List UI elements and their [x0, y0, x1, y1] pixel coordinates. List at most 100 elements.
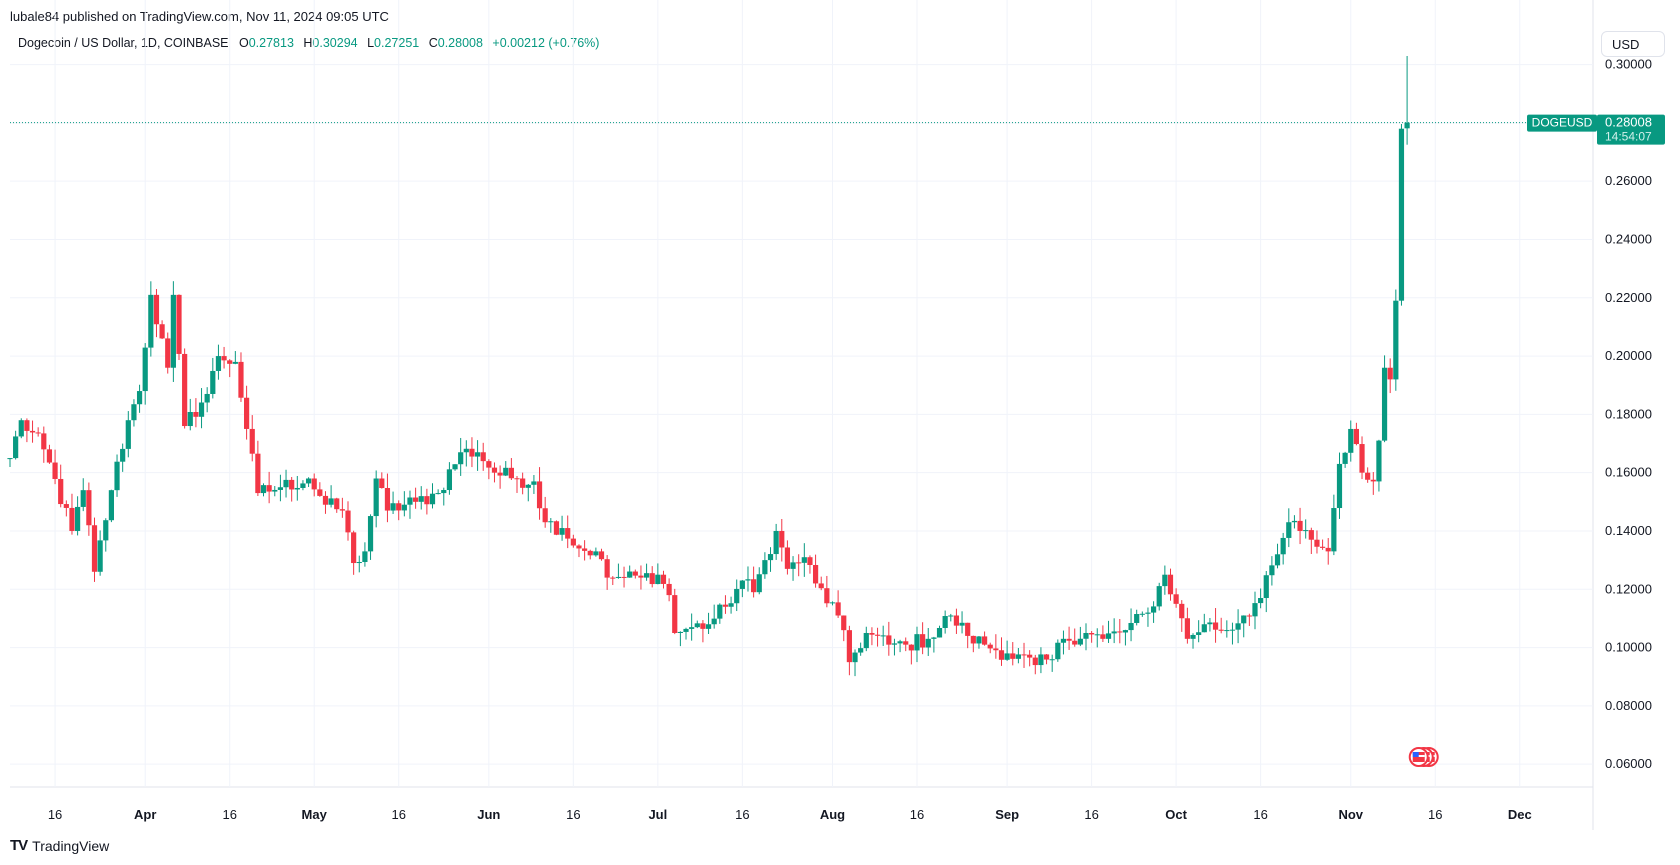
candle-body	[1049, 659, 1055, 661]
candle-body	[638, 575, 644, 578]
time-axis[interactable]: 16 Apr 16 May 16 Jun 16 Jul 16 Aug 16 Sep 16 Oct 16 Nov…	[48, 807, 1532, 822]
time-tick-label: Apr	[134, 807, 156, 822]
candle-body	[559, 528, 565, 535]
candle-body	[508, 467, 514, 479]
candle-body	[835, 602, 841, 616]
candle-body	[705, 624, 712, 629]
candle-body	[1398, 128, 1405, 301]
candle-body	[136, 391, 143, 405]
candle-body	[953, 615, 960, 626]
candle-body	[846, 630, 852, 663]
candle-body	[198, 402, 205, 417]
candle-body	[1258, 598, 1264, 604]
candle-body	[1353, 428, 1359, 445]
candle-body	[976, 636, 982, 644]
candle-body	[514, 478, 520, 480]
candle-body	[542, 508, 548, 523]
candle-body	[1365, 472, 1371, 480]
price-tick-label: 0.22000	[1605, 290, 1652, 305]
candle-body	[1263, 575, 1269, 599]
candle-body	[784, 547, 791, 569]
candle-body	[1111, 631, 1117, 634]
candle-body	[1229, 629, 1236, 631]
candle-body	[159, 324, 165, 339]
candle-body	[677, 631, 683, 633]
candle-body	[18, 420, 24, 437]
candles-layer	[7, 56, 1410, 677]
close-key: C	[428, 36, 438, 50]
candle-body	[1010, 653, 1016, 659]
candle-body	[1404, 122, 1410, 129]
currency-button[interactable]: USD	[1601, 31, 1665, 57]
symbol-title[interactable]: Dogecoin / US Dollar, 1D, COINBASE	[18, 36, 229, 50]
candle-body	[908, 644, 914, 651]
candle-body	[356, 562, 362, 564]
candle-body	[1201, 624, 1207, 633]
change-value: +0.00212 (+0.76%)	[492, 36, 600, 50]
candle-body	[965, 622, 971, 636]
candle-body	[182, 353, 188, 427]
candle-body	[97, 540, 103, 572]
candle-body	[801, 557, 807, 563]
candle-body	[1122, 630, 1129, 633]
candle-body	[35, 432, 41, 434]
price-tick-label: 0.10000	[1605, 640, 1652, 655]
candle-body	[334, 498, 340, 510]
candle-body	[863, 632, 869, 649]
candle-body	[1038, 654, 1044, 666]
price-tick-label: 0.26000	[1605, 173, 1652, 188]
candle-body	[565, 528, 571, 539]
grid-lines	[10, 0, 1594, 830]
candle-body	[187, 411, 193, 427]
candle-body	[897, 641, 903, 644]
candle-body	[497, 472, 503, 476]
candle-body	[120, 448, 126, 462]
price-tick-label: 0.08000	[1605, 698, 1652, 713]
candle-body	[266, 485, 272, 492]
brand-label: TradingView	[32, 837, 110, 854]
candle-body	[745, 579, 751, 581]
candle-body	[238, 361, 244, 398]
candle-body	[1060, 638, 1067, 643]
symbol-badge	[1527, 114, 1597, 132]
time-tick-label: Oct	[1165, 807, 1187, 822]
candle-body	[711, 618, 717, 625]
open-key: O	[238, 36, 249, 50]
candle-body	[920, 634, 926, 648]
footer-brand[interactable]: TV TradingView	[10, 837, 109, 854]
candlestick-chart[interactable]: 0.06000 0.08000 0.10000 0.12000 0.14000 0.160…	[0, 0, 1680, 830]
candle-body	[914, 634, 920, 651]
candle-body	[204, 393, 210, 403]
candle-body	[311, 478, 317, 490]
candle-body	[1139, 613, 1145, 615]
candle-body	[193, 411, 199, 417]
candle-body	[1117, 631, 1123, 633]
candle-body	[548, 521, 554, 523]
price-axis[interactable]: 0.06000 0.08000 0.10000 0.12000 0.14000 0.160…	[1605, 57, 1652, 772]
candle-body	[948, 615, 954, 617]
candle-body	[1032, 657, 1038, 666]
high-value: 0.30294	[312, 36, 358, 50]
candle-body	[413, 497, 419, 502]
candle-body	[474, 452, 481, 457]
candle-body	[272, 489, 278, 492]
candle-body	[69, 507, 75, 531]
candle-body	[903, 641, 909, 645]
price-tick-label: 0.14000	[1605, 523, 1652, 538]
candle-body	[841, 615, 847, 631]
candle-body	[503, 467, 509, 476]
candle-body	[379, 478, 385, 489]
low-value: 0.27251	[374, 36, 420, 50]
candle-body	[598, 551, 605, 560]
candle-body	[170, 294, 176, 368]
candle-body	[1004, 653, 1010, 660]
candle-body	[1370, 479, 1376, 482]
candle-body	[221, 356, 227, 361]
candle-body	[790, 562, 796, 569]
time-tick-label: 16	[1428, 807, 1442, 822]
candle-body	[1359, 444, 1365, 473]
candle-body	[942, 616, 948, 628]
candle-body	[29, 430, 36, 433]
candle-body	[469, 448, 475, 457]
chart-legend: Dogecoin / US Dollar, 1D, COINBASE O 0.27…	[18, 36, 605, 50]
